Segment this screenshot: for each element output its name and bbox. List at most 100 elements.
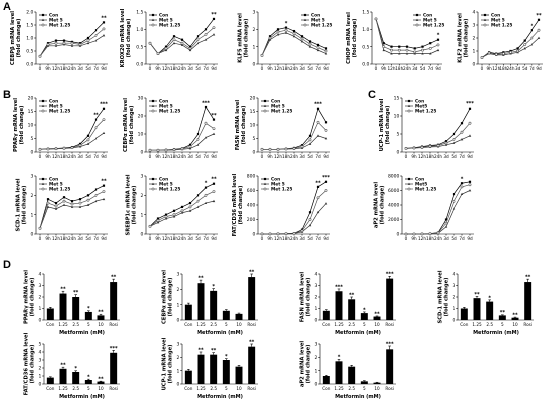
x-tick-label: 18h [60,154,68,159]
y-axis-label: SREBP1c mRNA level [125,174,131,235]
data-point [308,134,312,137]
x-tick-label: 3d [515,66,521,71]
legend-entry: Met 1.25 [39,23,70,29]
legend-marker [415,13,419,17]
legend-entry: Con [261,177,280,183]
series-line-met5 [405,190,471,235]
legend-marker [303,23,307,27]
data-point [196,137,200,141]
y-tick-label: 0 [397,150,400,156]
data-point [180,147,184,151]
data-point [284,232,288,236]
x-tick-label: 0 [149,66,152,71]
y-axis-label: CHOP mRNA level [346,12,352,64]
panel-label-a: A [3,1,11,13]
x-tick-label: 0 [375,66,378,71]
x-tick-label: 7d [529,66,535,71]
legend-marker [407,99,411,103]
y-axis-label: (fold change) [21,185,27,224]
x-tick-label: 9h [155,154,161,159]
x-tick-label: Rosi [247,386,256,391]
legend-marker [303,13,307,17]
data-point [530,43,534,46]
y-tick-label: 0 [397,232,400,238]
x-axis-label: Metformin (mM) [335,330,381,336]
data-point [86,41,90,45]
data-point [444,143,448,146]
legend-label: Met5 [415,104,427,110]
data-point [212,132,216,135]
significance-label: ** [536,13,542,19]
y-tick-label: 1 [39,306,42,312]
data-point [148,148,152,152]
legend-entry: Con [149,99,168,105]
data-point [260,147,264,151]
x-tick-label: 0 [261,236,264,241]
data-point [54,44,58,47]
y-tick-label: 200 [247,217,256,223]
data-point [46,201,50,205]
y-tick-label: 5 [39,342,42,348]
legend-entry: Met 1.25 [481,23,512,29]
data-point [516,47,519,50]
y-tick-label: 10 [250,123,256,129]
chart-b-fat-cd36: 0 200 400 600 800 FAT/CD36 mRNA level (fold ch… [232,173,330,241]
bar [84,311,92,320]
data-point [292,29,296,33]
legend-entry: Met 1.25 [405,187,436,193]
series-line-met-5 [481,37,540,58]
y-tick-label: 15 [250,109,256,115]
data-point [196,41,200,45]
significance-label: *** [202,100,210,106]
data-point [444,140,448,143]
significance-label: ** [249,339,255,345]
x-tick-label: Con [46,386,54,391]
data-point [452,199,456,203]
x-tick-label: Con [184,386,192,391]
data-point [413,52,417,55]
data-point [284,147,288,151]
x-tick-label: 10 [374,386,380,391]
data-point [468,121,472,125]
x-tick-label: 18h [170,236,178,241]
y-tick-label: 800 [247,174,256,180]
x-tick-label: 9h [267,154,273,159]
data-point [204,105,208,109]
x-tick-label: Rosi [247,322,256,327]
legend-label: Con [49,177,58,183]
data-point [292,32,296,36]
legend-entry: Met5 [405,182,427,188]
x-tick-label: 5d [451,154,457,159]
y-tick-label: 400 [247,203,256,209]
data-point [54,204,58,208]
x-tick-label: 18h [170,66,178,71]
y-tick-label: 2 [177,287,180,293]
x-tick-label: 9d [536,66,542,71]
data-point [390,52,393,55]
data-point [78,198,82,201]
data-point [413,50,417,54]
x-tick-label: 24h [403,66,411,71]
data-point [86,203,90,206]
significance-label: ** [374,311,380,317]
x-tick-label: 5 [87,322,90,327]
chart-d-fat-cd36: 0 1 2 3 4 5 FAT/CD36 mRNA level (fold change) Co… [23,332,120,400]
significance-label: *** [314,101,322,107]
bar [46,308,54,320]
significance-label: * [363,307,366,313]
legend-label: Con [159,13,168,19]
legend-marker [483,13,487,17]
x-tick-label: 18h [282,154,290,159]
data-point [70,200,74,203]
y-axis-label: (fold change) [131,185,137,224]
data-point [188,143,192,146]
x-tick-label: 18h [60,66,68,71]
x-tick-label: 12h [162,66,170,71]
y-tick-label: 1 [315,306,318,312]
legend-entry: Met 5 [481,18,505,24]
x-tick-label: 9h [267,236,273,241]
x-tick-label: 1.25 [58,322,68,327]
legend-entry: Con [149,177,168,183]
data-point [429,42,432,45]
